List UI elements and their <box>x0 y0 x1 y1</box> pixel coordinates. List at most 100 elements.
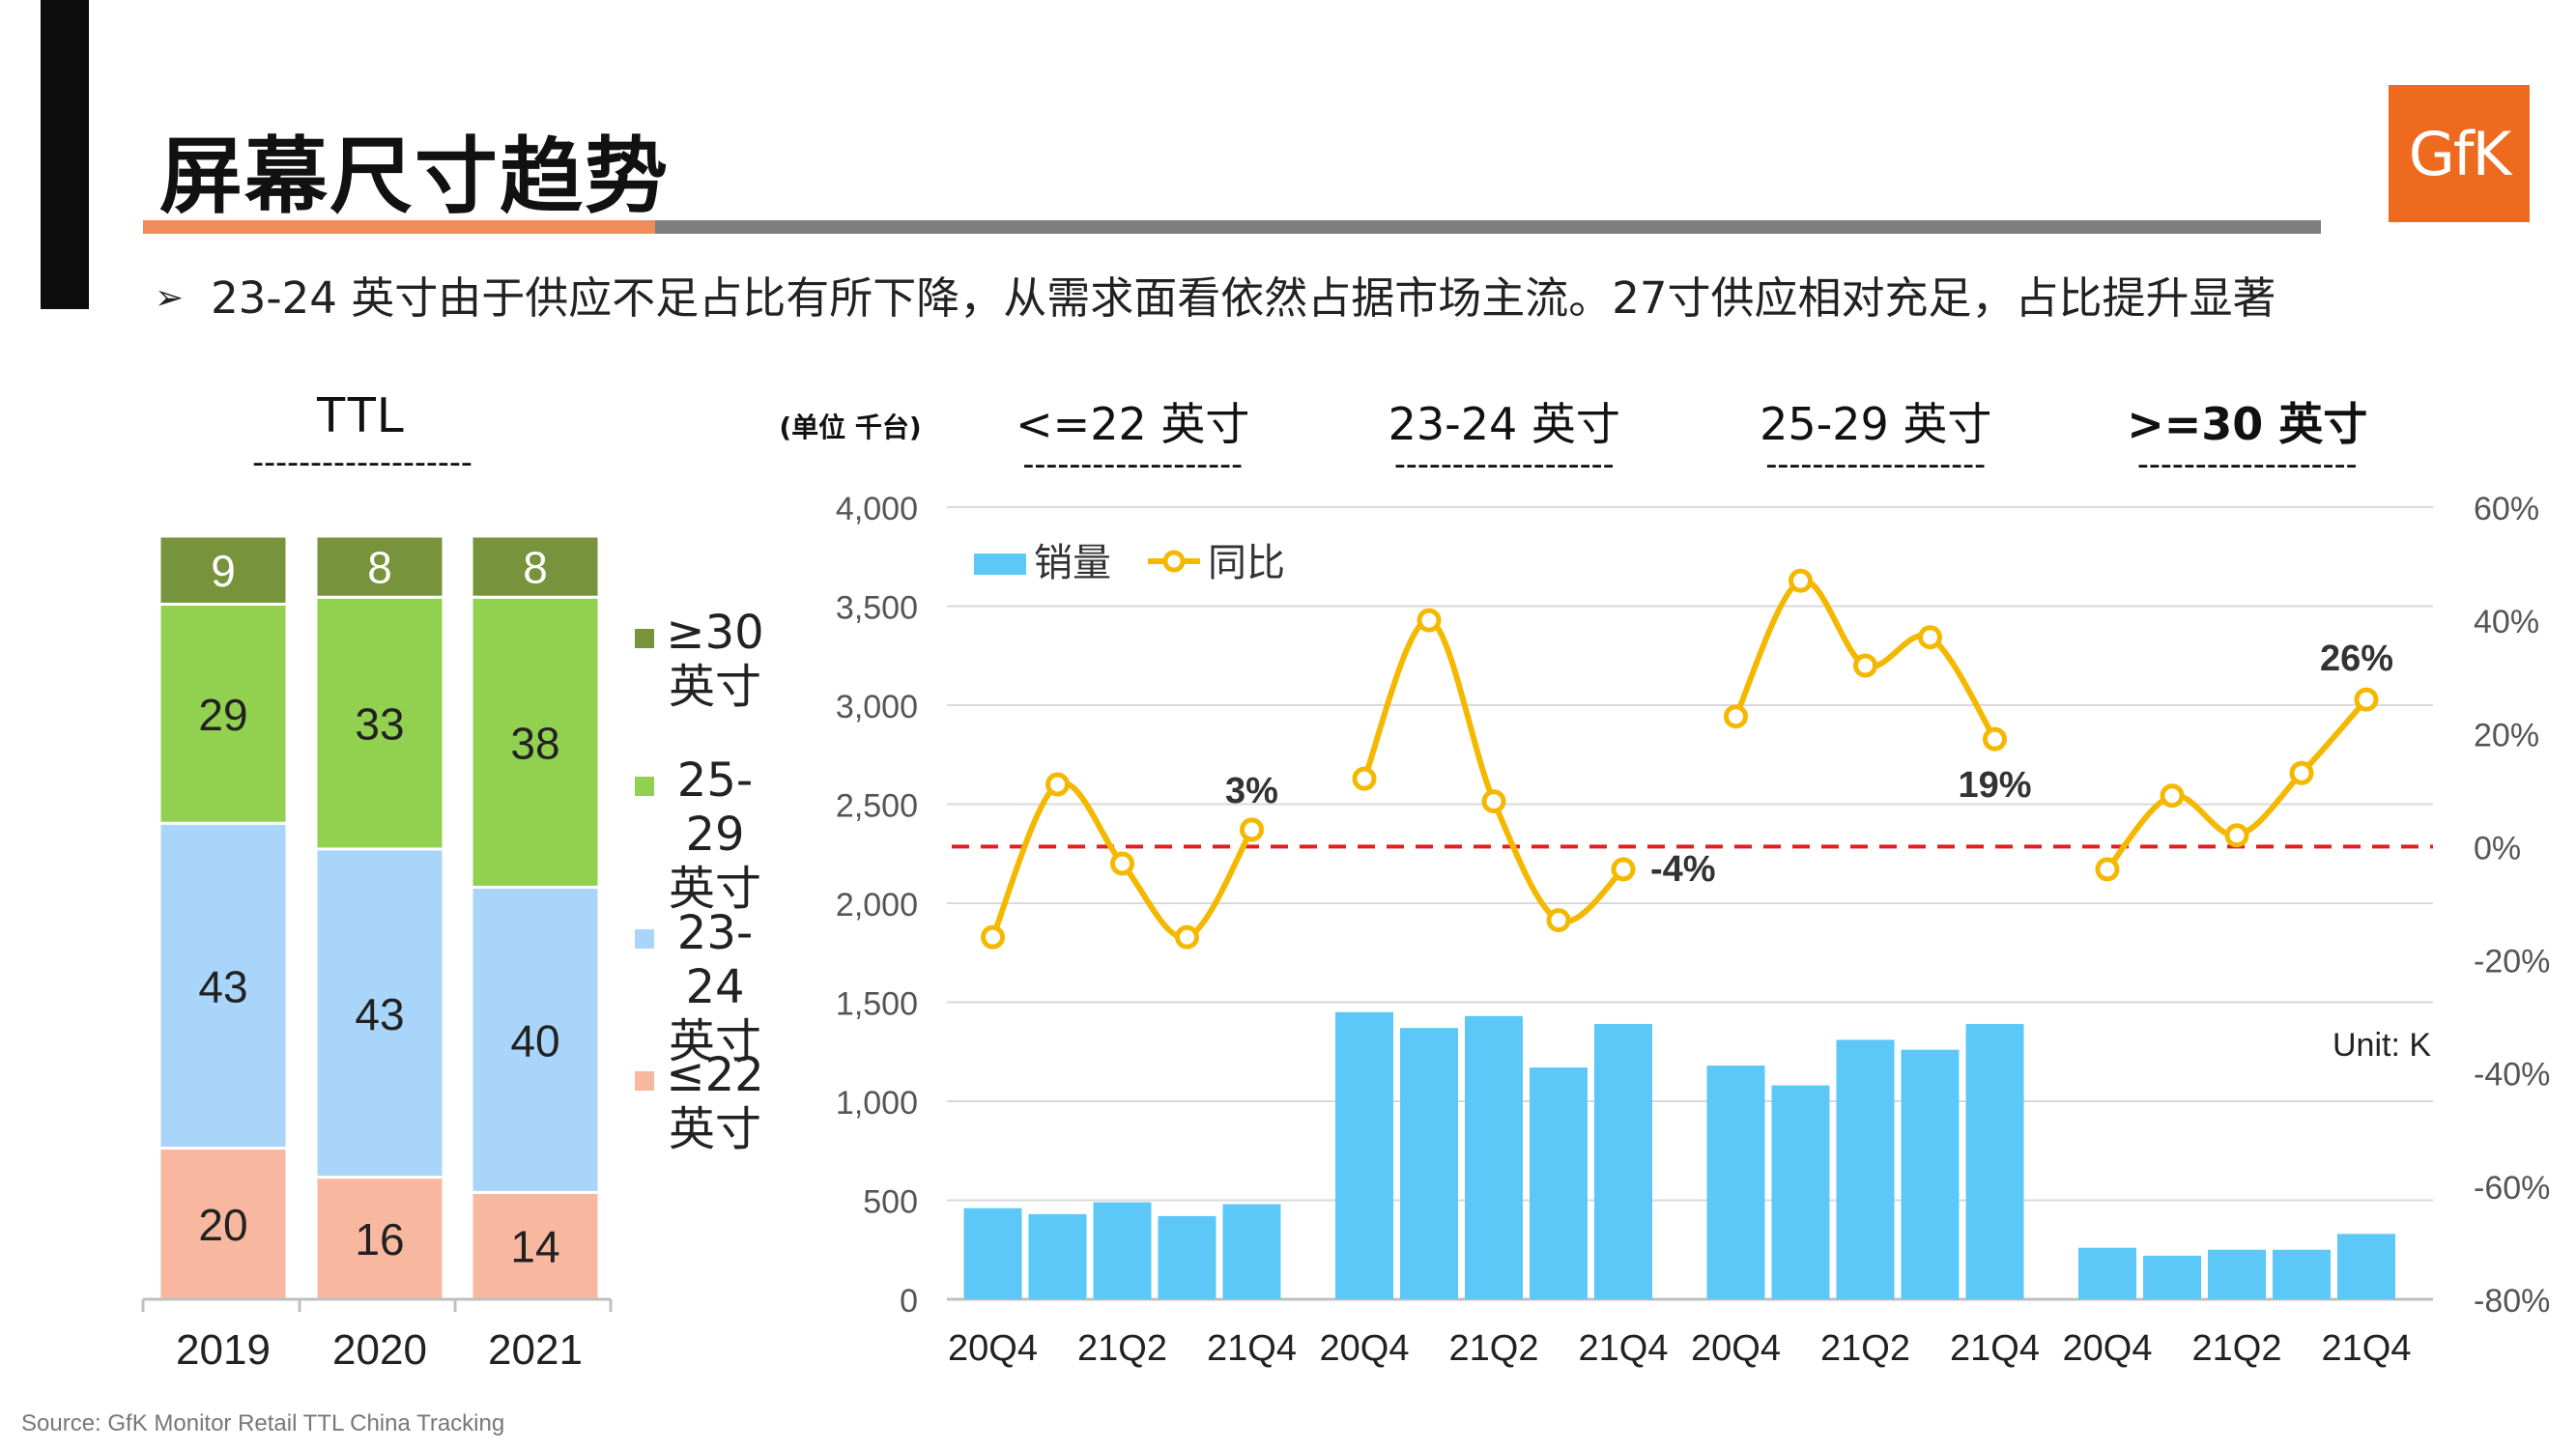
title-rule <box>143 220 2321 234</box>
combo-legend-label-yoy: 同比 <box>1208 541 1285 585</box>
source-note: Source: GfK Monitor Retail TTL China Tra… <box>21 1410 505 1436</box>
ttl-x-tick-label: 2020 <box>332 1326 427 1374</box>
combo-sales-bar <box>1836 1039 1895 1299</box>
combo-yoy-point <box>1417 608 1442 633</box>
segment-sales-combo-chart: 0 500 1,000 1,500 2,000 2,500 3,000 3,500 4,000 -… <box>779 398 2550 1369</box>
combo-x-tick-label: 21Q4 <box>1950 1328 2040 1369</box>
combo-x-tick-label: 21Q2 <box>2192 1328 2282 1369</box>
combo-y-tick-label: 4,000 <box>836 491 918 527</box>
combo-yoy-point <box>1110 851 1134 876</box>
ttl-legend-label: 25- <box>677 753 753 808</box>
ttl-bar-segment <box>157 534 289 606</box>
ttl-legend-label: 23- <box>677 906 753 960</box>
combo-sales-bar <box>2337 1234 2395 1299</box>
combo-group-header: 25-29 英寸 <box>1760 398 1991 450</box>
ttl-stacked-bar-chart: TTL------------------- 20 43 29 9 2019 16 43 33 8… <box>141 387 764 1374</box>
combo-legend-marker-yoy <box>1162 550 1186 573</box>
combo-y-tick-label: 0 <box>900 1283 918 1320</box>
combo-y-tick-label: 1,000 <box>836 1085 918 1122</box>
bullet-arrow-icon: ➢ <box>155 278 185 318</box>
combo-y2-tick-label: -40% <box>2474 1057 2550 1094</box>
combo-yoy-point <box>1546 908 1571 933</box>
combo-yoy-annotation: 3% <box>1225 771 1278 811</box>
page-title: 屏幕尺寸趋势 <box>159 128 670 225</box>
ttl-data-label: 14 <box>510 1222 559 1272</box>
ttl-legend-label: 24 <box>685 960 744 1014</box>
combo-x-tick-label: 21Q2 <box>1449 1328 1539 1369</box>
combo-yoy-point <box>2354 687 2379 712</box>
combo-x-tick-label: 20Q4 <box>948 1328 1038 1369</box>
combo-sales-bar <box>1465 1015 1523 1299</box>
combo-yoy-point <box>1481 789 1506 814</box>
ttl-legend-label: 英寸 <box>669 862 761 916</box>
combo-x-tick-label: 20Q4 <box>1320 1328 1410 1369</box>
combo-x-tick-label: 20Q4 <box>2063 1328 2153 1369</box>
combo-sales-bar <box>2078 1247 2136 1299</box>
combo-yoy-point <box>2224 823 2249 848</box>
ttl-legend-label: 29 <box>685 808 744 862</box>
ttl-data-label: 43 <box>198 961 247 1011</box>
combo-x-tick-label: 20Q4 <box>1691 1328 1781 1369</box>
combo-sales-bar <box>1594 1024 1652 1299</box>
ttl-x-tick-label: 2021 <box>488 1326 583 1374</box>
combo-yoy-point <box>1045 772 1070 797</box>
combo-yoy-point <box>981 924 1005 950</box>
combo-yoy-annotation: 19% <box>1958 765 2031 806</box>
ttl-bar-segment <box>470 534 601 599</box>
combo-yoy-point <box>1175 924 1199 950</box>
ttl-legend-label: 英寸 <box>669 1102 761 1156</box>
combo-x-tick-label: 21Q2 <box>1077 1328 1167 1369</box>
ttl-data-label: 40 <box>510 1015 559 1065</box>
ttl-data-label: 20 <box>198 1200 247 1250</box>
combo-group-underline: ------------------- <box>1394 443 1615 483</box>
ttl-legend-swatch <box>635 629 654 648</box>
combo-yoy-point <box>2095 857 2120 882</box>
title-rule-accent <box>143 220 655 234</box>
combo-x-tick-label: 21Q2 <box>1820 1328 1910 1369</box>
combo-sales-bar <box>1400 1028 1458 1299</box>
ttl-title: TTL <box>316 387 405 443</box>
combo-x-tick-label: 21Q4 <box>2322 1328 2412 1369</box>
ttl-data-label: 38 <box>510 718 559 768</box>
ttl-data-label: 43 <box>355 989 404 1039</box>
combo-sales-bar <box>2208 1249 2266 1299</box>
gfk-logo: GfK <box>2389 85 2530 222</box>
ttl-legend-swatch <box>635 929 654 949</box>
combo-sales-bar <box>1028 1213 1087 1299</box>
ttl-data-label: 8 <box>523 543 548 593</box>
combo-group-header: >=30 英寸 <box>2127 398 2367 450</box>
combo-y2-tick-label: -60% <box>2474 1170 2550 1207</box>
combo-yoy-annotation: 26% <box>2320 639 2393 679</box>
combo-sales-bar <box>2273 1249 2331 1299</box>
combo-x-tick-label: 21Q4 <box>1207 1328 1297 1369</box>
combo-yoy-point <box>1918 625 1942 650</box>
combo-group-underline: ------------------- <box>2137 443 2358 483</box>
combo-yoy-point <box>1983 726 2007 752</box>
combo-yoy-point <box>1352 766 1377 791</box>
ttl-bar-segment <box>157 821 289 1151</box>
combo-legend-label-sales: 销量 <box>1034 541 1111 585</box>
ttl-legend-label: ≥30 <box>666 606 763 660</box>
combo-sales-bar <box>1158 1215 1216 1299</box>
combo-unit-label: (单位 千台) <box>779 412 921 443</box>
combo-yoy-point <box>1789 568 1813 593</box>
combo-sales-bar <box>963 1208 1022 1299</box>
ttl-bar-segment <box>470 885 601 1194</box>
combo-sales-bar <box>1093 1202 1152 1299</box>
combo-y-tick-label: 1,500 <box>836 986 918 1023</box>
combo-yoy-point <box>1240 817 1264 842</box>
combo-group-underline: ------------------- <box>1765 443 1986 483</box>
ttl-title-underline: ------------------- <box>252 441 472 481</box>
ttl-legend-label: 英寸 <box>669 1014 761 1068</box>
ttl-bar-segment <box>470 1190 601 1301</box>
combo-y-tick-label: 500 <box>863 1184 918 1221</box>
ttl-bar-segment <box>314 595 445 851</box>
combo-y2-tick-label: 40% <box>2474 604 2539 640</box>
ttl-bar-segment <box>314 847 445 1179</box>
combo-y2-tick-label: 0% <box>2474 830 2521 867</box>
combo-y-tick-label: 2,500 <box>836 788 918 825</box>
combo-y2-tick-label: -80% <box>2474 1283 2550 1320</box>
combo-sales-bar <box>1222 1204 1281 1299</box>
ttl-data-label: 33 <box>355 699 404 750</box>
ttl-data-label: 8 <box>367 543 392 593</box>
